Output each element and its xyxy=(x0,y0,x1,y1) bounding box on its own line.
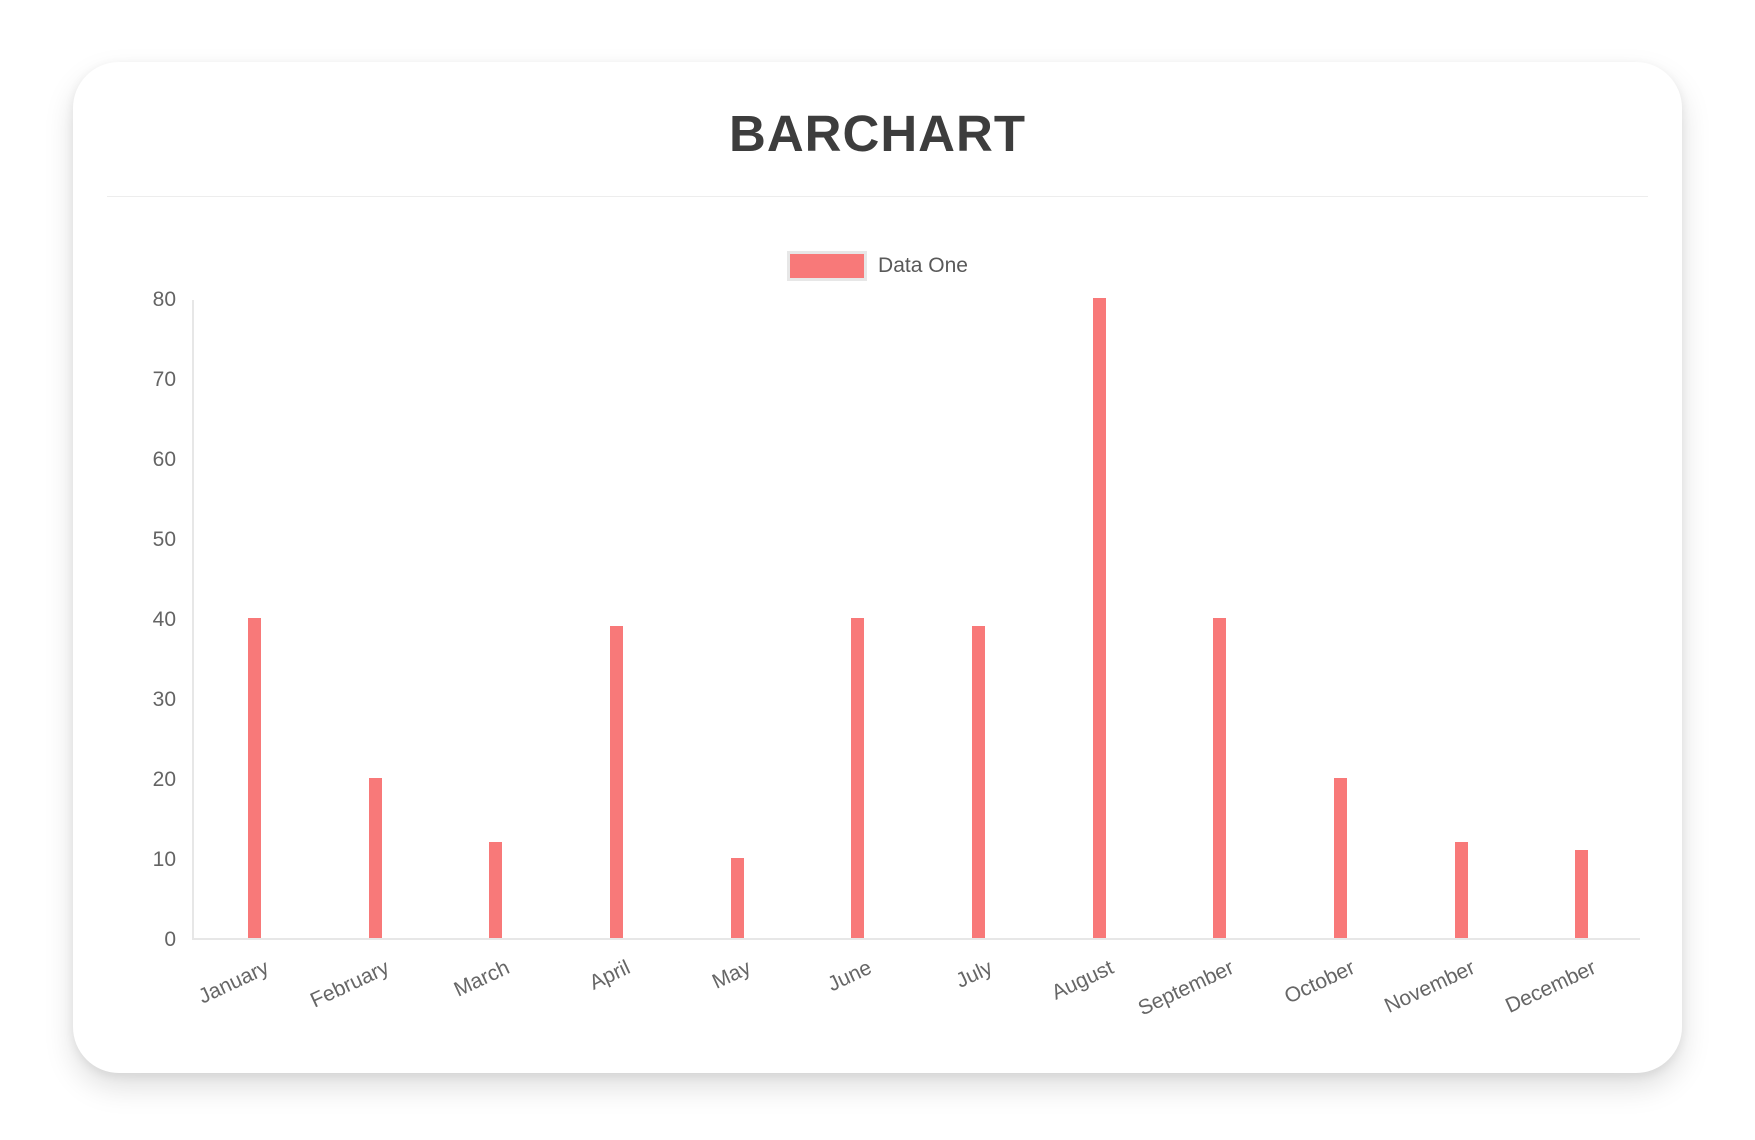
y-tick-label: 70 xyxy=(152,368,176,391)
x-tick-label-march: March xyxy=(450,956,514,1002)
x-tick-label-september: September xyxy=(1134,956,1238,1021)
y-axis-labels: 0 10 20 30 40 50 60 70 80 xyxy=(73,288,176,951)
chart-card: BARCHART Data One 0 10 20 30 40 50 60 70 80 Janu… xyxy=(73,62,1682,1073)
legend[interactable]: Data One xyxy=(73,251,1682,281)
bar-november[interactable] xyxy=(1454,842,1468,938)
bar-february[interactable] xyxy=(368,778,382,938)
x-tick-label-july: July xyxy=(952,956,997,993)
bar-september[interactable] xyxy=(1213,618,1227,938)
bar-july[interactable] xyxy=(971,626,985,938)
y-tick-label: 10 xyxy=(152,848,176,871)
chart-title: BARCHART xyxy=(729,105,1026,162)
legend-color-swatch xyxy=(787,251,868,281)
bar-august[interactable] xyxy=(1092,298,1106,938)
x-axis-labels: January February March April May June July Augu… xyxy=(192,940,1640,1050)
x-tick-label-january: January xyxy=(194,956,273,1009)
y-tick-label: 20 xyxy=(152,768,176,791)
bar-january[interactable] xyxy=(247,618,261,938)
bar-march[interactable] xyxy=(489,842,503,938)
bar-october[interactable] xyxy=(1333,778,1347,938)
plot-area xyxy=(192,298,1640,940)
y-tick-label: 80 xyxy=(152,288,176,311)
title-divider xyxy=(107,196,1648,197)
x-tick-label-november: November xyxy=(1381,956,1479,1018)
legend-series-label: Data One xyxy=(878,254,968,277)
bar-april[interactable] xyxy=(609,626,623,938)
x-tick-label-april: April xyxy=(586,956,635,995)
x-tick-label-december: December xyxy=(1501,956,1600,1018)
bar-may[interactable] xyxy=(730,858,744,938)
y-tick-label: 50 xyxy=(152,528,176,551)
y-tick-label: 30 xyxy=(152,688,176,711)
bar-december[interactable] xyxy=(1575,850,1589,938)
x-tick-label-february: February xyxy=(306,956,393,1013)
x-tick-label-august: August xyxy=(1047,956,1117,1005)
y-tick-label: 60 xyxy=(152,448,176,471)
x-tick-label-october: October xyxy=(1280,956,1359,1009)
x-tick-label-may: May xyxy=(709,956,755,994)
y-tick-label: 40 xyxy=(152,608,176,631)
bar-june[interactable] xyxy=(851,618,865,938)
y-tick-label: 0 xyxy=(164,928,176,951)
x-tick-label-june: June xyxy=(824,956,876,997)
